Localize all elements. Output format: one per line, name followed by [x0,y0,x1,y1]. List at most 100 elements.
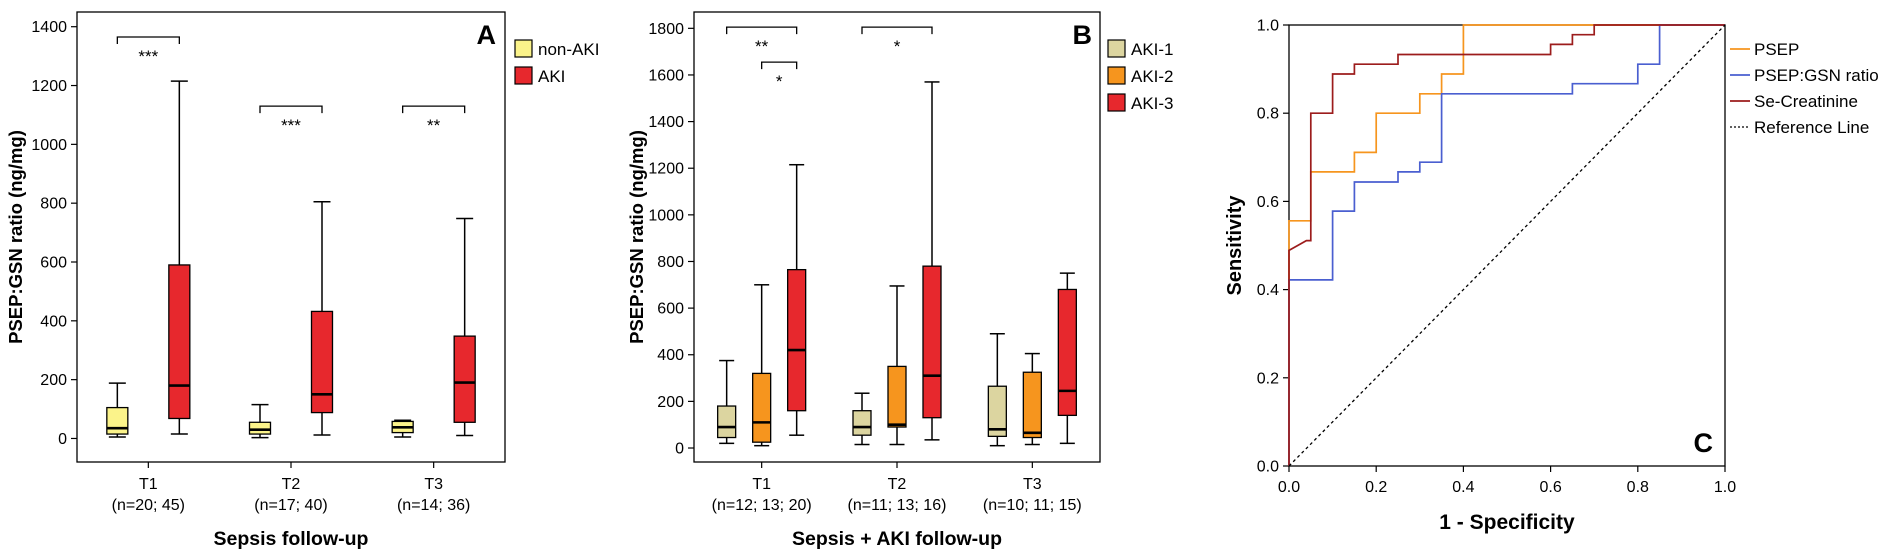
y-tick-label: 1000 [648,207,684,224]
panel-a-chart: 0 200 400 600 800 1000 1200 1400 PSEP:GSN ratio … [5,11,599,550]
legend-label: AKI-1 [1131,40,1174,59]
y-axis-label: PSEP:GSN ratio (ng/mg) [5,130,26,344]
box-aki-3 [787,268,807,412]
x-tick-label: T3 [424,476,443,493]
y-tick-label: 0.8 [1257,106,1279,123]
box-non-aki [106,406,129,435]
y-tick-label: 600 [40,255,67,272]
y-tick-label: 1400 [648,114,684,131]
x-tick-sublabel: (n=10; 11; 15) [983,497,1082,514]
x-axis-label: Sepsis + AKI follow-up [792,528,1002,550]
x-tick-sublabel: (n=11; 13; 16) [848,497,947,514]
significance-label: * [894,37,901,56]
box-aki-2 [752,372,772,443]
x-tick-label: 0.8 [1627,479,1649,496]
x-tick-sublabel: (n=17; 40) [254,497,327,514]
box-aki-3 [922,265,942,419]
box-aki-2 [1022,371,1042,439]
legend-swatch [1107,93,1126,112]
significance-label: * [776,72,783,91]
legend-label: Reference Line [1754,118,1869,137]
significance-label: *** [281,116,301,135]
y-tick-label: 0 [58,431,67,448]
legend-swatch [514,66,533,85]
y-tick-label: 600 [657,301,684,318]
significance-label: ** [427,116,441,135]
roc-line-psep-gsn-ratio [1288,24,1725,466]
significance-bracket [259,105,323,114]
roc-line-reference-line [1288,24,1726,467]
legend-label: AKI-2 [1131,67,1174,86]
significance-bracket [402,105,466,114]
x-tick-sublabel: (n=20; 45) [112,497,185,514]
panel-c-roc: 0.0 0.2 0.4 0.6 0.8 1.0 0.0 0.2 0.4 0.6 0.8 1.0 Sens… [1215,0,1902,553]
legend-swatch [514,39,533,58]
panel-b-chart: 0 200 400 600 800 1000 1200 1400 1600 1800 PSEP:GS… [626,11,1174,550]
legend-swatch [1107,66,1126,85]
box-aki-2 [887,365,907,428]
y-tick-label: 200 [657,394,684,411]
x-tick-label: 0.0 [1278,479,1300,496]
box-aki-1 [717,405,737,439]
significance-bracket [761,61,798,70]
x-tick-label: T1 [752,476,771,493]
roc-line-psep [1288,24,1725,466]
y-tick-label: 800 [657,254,684,271]
y-axis-label: Sensitivity [1224,195,1246,296]
y-tick-label: 0.6 [1257,194,1279,211]
panel-letter: A [477,20,497,50]
box-aki-1 [987,385,1007,438]
y-tick-label: 1600 [648,67,684,84]
legend-swatch [1107,39,1126,58]
x-tick-label: T2 [282,476,301,493]
plot-frame [76,11,506,463]
legend-label: non-AKI [538,40,599,59]
x-axis-label: Sepsis follow-up [214,528,369,550]
box-aki [168,264,191,420]
y-tick-label: 1800 [648,21,684,38]
y-tick-label: 1000 [31,137,67,154]
y-tick-label: 400 [657,347,684,364]
y-tick-label: 0.0 [1257,459,1279,476]
x-tick-label: T1 [139,476,158,493]
significance-label: *** [138,47,158,66]
significance-bracket [726,26,798,35]
y-axis-label: PSEP:GSN ratio (ng/mg) [626,130,647,344]
box-aki [453,335,476,423]
box-aki-3 [1057,288,1077,417]
panel-letter: B [1073,20,1093,50]
panel-b-boxplot: 0 200 400 600 800 1000 1200 1400 1600 1800 PSEP:GS… [610,0,1230,553]
legend-label: AKI [538,67,565,86]
y-tick-label: 0.4 [1257,282,1279,299]
legend-label: PSEP [1754,40,1799,59]
x-tick-label: 0.4 [1452,479,1474,496]
x-tick-label: T3 [1023,476,1042,493]
y-tick-label: 0.2 [1257,370,1279,387]
x-tick-label: T2 [888,476,907,493]
x-axis-label: 1 - Specificity [1439,511,1575,534]
roc-line-se-creatinine [1288,24,1725,466]
legend-label: Se-Creatinine [1754,92,1858,111]
x-tick-label: 0.2 [1365,479,1387,496]
y-tick-label: 1400 [31,19,67,36]
y-tick-label: 0 [675,441,684,458]
box-non-aki [248,421,272,435]
x-tick-sublabel: (n=12; 13; 20) [712,497,812,514]
x-tick-sublabel: (n=14; 36) [397,497,470,514]
panel-a-boxplot: 0 200 400 600 800 1000 1200 1400 PSEP:GSN ratio … [0,0,620,553]
x-tick-label: 1.0 [1714,479,1736,496]
y-tick-label: 1.0 [1257,18,1279,35]
significance-bracket [116,36,180,44]
y-tick-label: 1200 [31,78,67,95]
y-tick-label: 800 [40,196,67,213]
y-tick-label: 400 [40,313,67,330]
box-aki [310,310,334,414]
y-tick-label: 200 [40,372,67,389]
plot-frame [1288,24,1726,467]
panel-letter: C [1694,428,1714,458]
x-tick-label: 0.6 [1539,479,1561,496]
significance-label: ** [755,37,769,56]
box-aki-1 [852,410,872,436]
significance-bracket [861,26,933,35]
legend-label: AKI-3 [1131,94,1174,113]
